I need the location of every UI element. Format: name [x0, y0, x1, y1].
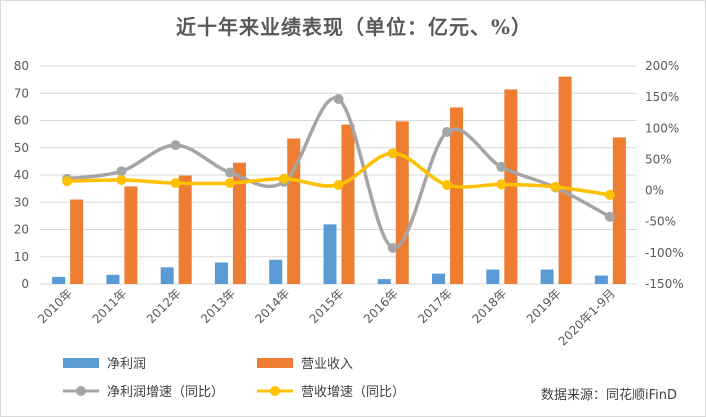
x-tick-label: 2014年 — [252, 286, 292, 326]
x-tick-label: 2013年 — [198, 286, 238, 326]
y-right-tick-label: 200% — [645, 59, 679, 73]
point-revenue-growth — [550, 181, 561, 192]
bar-revenue — [395, 121, 409, 284]
bar-revenue — [504, 89, 518, 284]
legend-item-net-profit: 净利润 — [63, 353, 146, 372]
y-left-tick-label: 80 — [14, 59, 29, 73]
bar-revenue — [558, 76, 572, 284]
point-revenue-growth — [333, 179, 344, 190]
x-tick-label: 2019年 — [524, 286, 564, 326]
y-right-tick-label: 100% — [645, 121, 679, 135]
y-right-tick-label: -50% — [645, 215, 676, 229]
bar-net-profit — [106, 274, 120, 284]
bar-revenue — [612, 137, 626, 284]
bar-revenue — [124, 186, 138, 284]
bar-revenue — [70, 199, 84, 284]
x-tick-label: 2011年 — [90, 286, 130, 326]
bar-revenue — [232, 162, 246, 284]
x-tick-label: 2020年1-9月 — [556, 286, 618, 348]
y-left-tick-label: 60 — [14, 114, 29, 128]
y-left-tick-label: 20 — [14, 223, 29, 237]
legend-label: 净利润增速（同比） — [107, 385, 225, 400]
bar-net-profit — [214, 262, 228, 284]
y-left-tick-label: 40 — [14, 168, 29, 182]
legend-label: 营收增速（同比） — [301, 385, 406, 400]
point-revenue-growth — [387, 148, 398, 159]
legend-item-revenue: 营业收入 — [257, 353, 353, 372]
data-source: 数据来源：同花顺iFinD — [540, 388, 677, 403]
x-tick-label: 2012年 — [144, 286, 184, 326]
legend-line-marker — [63, 385, 99, 396]
bar-net-profit — [52, 276, 66, 284]
point-revenue-growth — [62, 176, 73, 187]
y-right-tick-label: -100% — [645, 246, 684, 260]
point-revenue-growth — [496, 179, 507, 190]
bar-net-profit — [377, 279, 391, 284]
bar-net-profit — [540, 269, 554, 284]
x-tick-label: 2010年 — [35, 286, 75, 326]
point-net-profit-growth — [333, 94, 344, 105]
y-left-tick-label: 30 — [14, 195, 29, 209]
bar-net-profit — [432, 273, 446, 284]
point-net-profit-growth — [496, 161, 507, 172]
bar-revenue — [178, 175, 192, 284]
legend-item-revenue-growth: 营收增速（同比） — [257, 381, 405, 400]
point-net-profit-growth — [116, 166, 127, 177]
y-left-tick-label: 50 — [14, 141, 29, 155]
point-net-profit-growth — [604, 211, 615, 222]
legend-label: 营业收入 — [301, 357, 354, 372]
point-net-profit-growth — [442, 127, 453, 138]
legend-line-marker — [257, 385, 293, 396]
point-revenue-growth — [604, 189, 615, 200]
bar-net-profit — [160, 267, 174, 284]
y-left-tick-label: 70 — [14, 86, 29, 100]
legend-item-net-profit-growth: 净利润增速（同比） — [63, 381, 224, 400]
point-net-profit-growth — [170, 140, 181, 151]
legend-label: 净利润 — [107, 357, 147, 372]
point-net-profit-growth — [224, 167, 235, 178]
x-tick-label: 2018年 — [469, 286, 509, 326]
bar-net-profit — [269, 259, 283, 284]
point-net-profit-growth — [387, 242, 398, 253]
legend-swatch — [63, 357, 99, 368]
y-right-tick-label: 50% — [645, 152, 672, 166]
point-revenue-growth — [170, 178, 181, 189]
y-left-tick-label: 10 — [14, 250, 29, 264]
x-tick-label: 2016年 — [361, 286, 401, 326]
point-revenue-growth — [442, 179, 453, 190]
y-right-tick-label: 0% — [645, 184, 664, 198]
y-right-tick-label: -150% — [645, 277, 684, 291]
point-revenue-growth — [116, 174, 127, 185]
x-tick-label: 2015年 — [307, 286, 347, 326]
bar-net-profit — [594, 275, 608, 284]
point-revenue-growth — [279, 173, 290, 184]
legend-swatch — [257, 357, 293, 368]
bar-revenue — [450, 107, 464, 284]
y-right-tick-label: 150% — [645, 90, 679, 104]
bar-revenue — [341, 124, 355, 285]
y-left-tick-label: 0 — [21, 277, 29, 291]
bar-net-profit — [486, 269, 500, 284]
bar-net-profit — [323, 224, 337, 284]
point-revenue-growth — [224, 178, 235, 189]
x-tick-label: 2017年 — [415, 286, 455, 326]
chart-title: 近十年来业绩表现（单位：亿元、%） — [175, 15, 532, 39]
